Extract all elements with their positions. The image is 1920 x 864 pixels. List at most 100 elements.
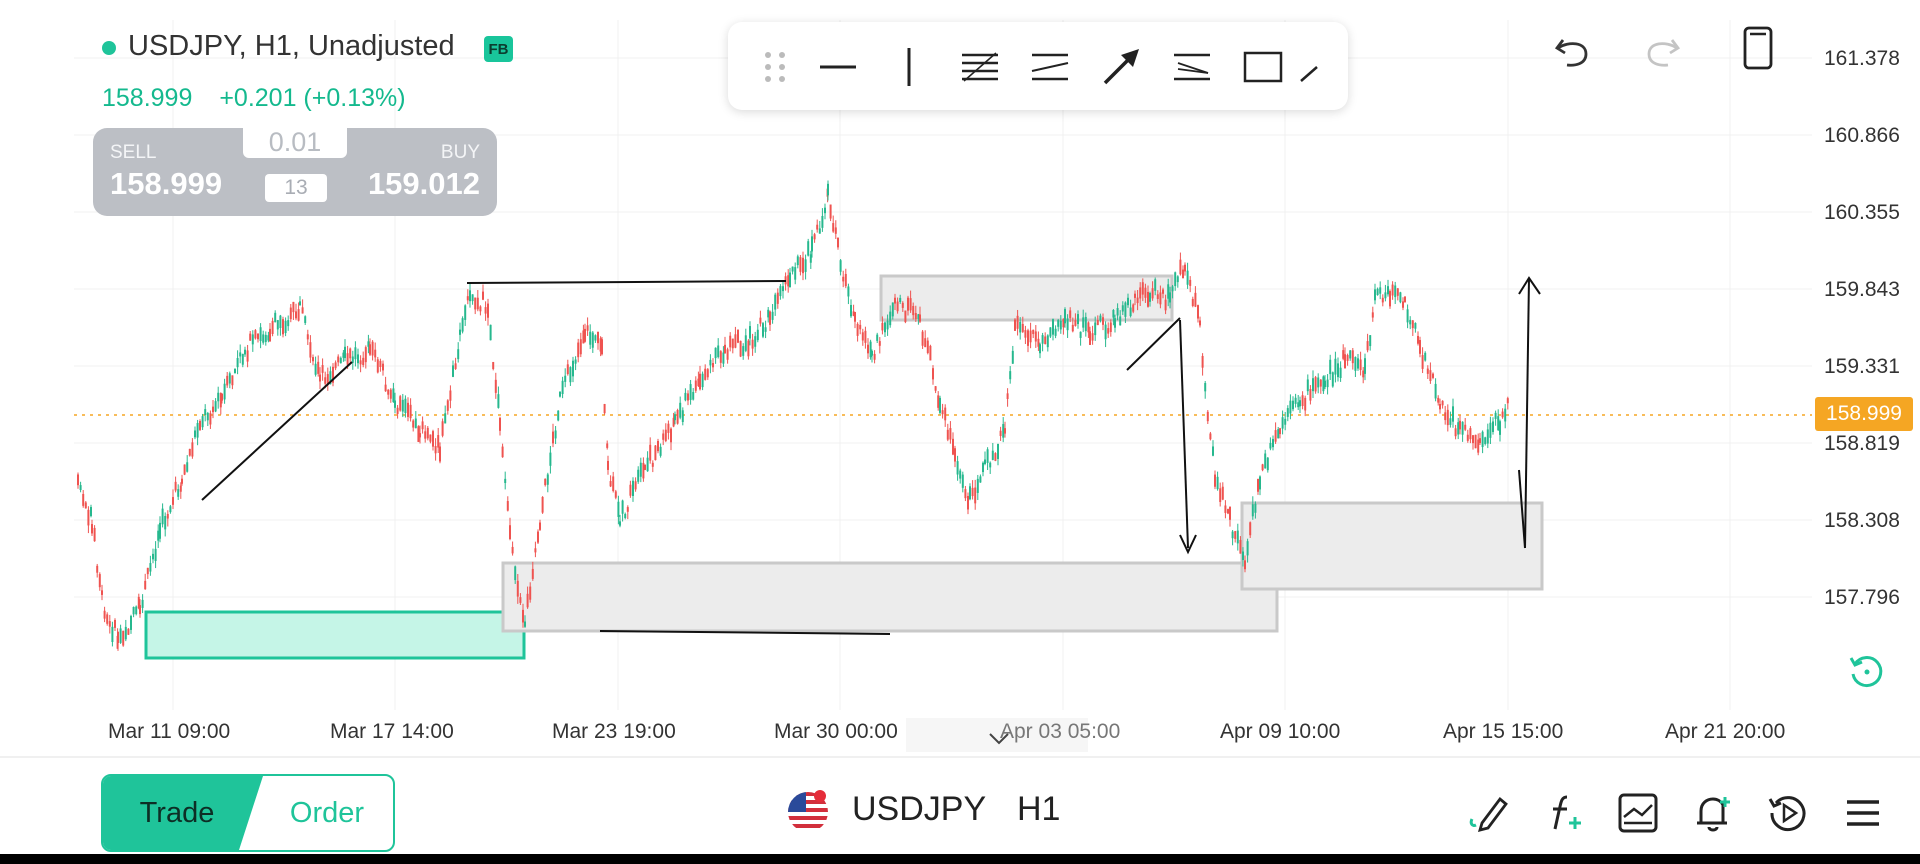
us-flag-icon xyxy=(788,792,828,832)
candle-body xyxy=(219,393,222,408)
candle-body xyxy=(1176,276,1179,283)
candle-body xyxy=(1504,408,1507,422)
candle-body xyxy=(157,530,160,541)
candle-body xyxy=(1029,330,1032,343)
candle-body xyxy=(714,347,717,359)
buy-price-button[interactable]: 159.012 xyxy=(367,166,480,201)
trade-order-toggle[interactable]: Trade Order xyxy=(101,774,395,852)
candle-body xyxy=(734,334,737,348)
candle-body xyxy=(1174,272,1177,287)
candle-body xyxy=(1261,464,1264,471)
candle-body xyxy=(1424,352,1427,361)
candle-body xyxy=(537,531,539,543)
candle-body xyxy=(601,339,603,355)
candle-body xyxy=(449,390,452,401)
demand-zone-green[interactable] xyxy=(144,610,526,660)
candle-body xyxy=(924,338,927,348)
undo-icon[interactable] xyxy=(1545,22,1601,78)
candle-body xyxy=(181,478,183,484)
zone-gray-right[interactable] xyxy=(1240,501,1544,591)
candle-body xyxy=(1054,328,1057,336)
one-click-trade-widget[interactable]: SELL 158.999 BUY 159.012 0.01 13 xyxy=(93,126,497,216)
trend-line-icon[interactable] xyxy=(1290,40,1330,94)
candle-body xyxy=(511,546,514,554)
template-icon[interactable] xyxy=(1610,785,1666,841)
candle-body xyxy=(1064,309,1066,324)
candle-body xyxy=(1299,400,1301,407)
trend-line-2 xyxy=(1126,317,1181,371)
phone-icon[interactable] xyxy=(1730,20,1786,76)
redo-icon[interactable] xyxy=(1634,22,1690,78)
candle-body xyxy=(152,553,154,560)
candle-body xyxy=(699,373,701,390)
candle-body xyxy=(487,303,489,318)
candle-body xyxy=(984,459,986,464)
candle-body xyxy=(1344,354,1346,369)
candle-body xyxy=(389,389,392,399)
candle-body xyxy=(1024,330,1027,338)
candle-body xyxy=(564,375,567,382)
alert-bell-icon[interactable] xyxy=(1685,785,1741,841)
candle-body xyxy=(1309,388,1312,401)
candle-body xyxy=(401,399,404,412)
candle-body xyxy=(549,452,552,466)
parallel-channel-icon[interactable] xyxy=(1023,40,1077,94)
candle-body xyxy=(859,324,862,330)
candle-body xyxy=(1342,350,1345,359)
bottom-symbol[interactable]: USDJPY xyxy=(852,790,987,828)
candle-body xyxy=(466,296,469,301)
candle-body xyxy=(692,391,695,400)
collapse-chevron-icon[interactable] xyxy=(989,733,1009,745)
arrow-icon[interactable] xyxy=(1094,40,1148,94)
candle-body xyxy=(135,606,138,615)
candle-body xyxy=(861,332,864,341)
fib-retracement-icon[interactable] xyxy=(953,40,1007,94)
candle-body xyxy=(599,338,602,352)
candle-body xyxy=(257,333,259,340)
order-tab[interactable]: Order xyxy=(289,796,365,829)
candle-body xyxy=(1384,292,1387,299)
candle-body xyxy=(214,401,217,412)
bottom-timeframe[interactable]: H1 xyxy=(1017,790,1061,828)
candle-body xyxy=(606,443,609,448)
drag-handle-icon[interactable] xyxy=(748,40,802,94)
candle-body xyxy=(419,433,421,438)
zone-gray-top[interactable] xyxy=(879,274,1174,322)
rectangle-icon[interactable] xyxy=(1236,40,1290,94)
zone-gray-large[interactable] xyxy=(501,561,1279,633)
candle-body xyxy=(706,369,709,378)
candle-body xyxy=(574,359,577,364)
candle-body xyxy=(1379,287,1382,294)
candle-body xyxy=(326,374,329,385)
candle-body xyxy=(999,430,1002,437)
header-price: 158.999 xyxy=(102,84,193,112)
candle-body xyxy=(1417,335,1419,344)
indicator-fx-icon[interactable] xyxy=(1535,785,1591,841)
drawn-lines[interactable] xyxy=(201,276,1541,635)
menu-icon[interactable] xyxy=(1835,785,1891,841)
candle-body xyxy=(1011,350,1014,364)
fib-fan-icon[interactable] xyxy=(1165,40,1219,94)
candle-body xyxy=(407,402,409,417)
candle-body xyxy=(1087,322,1090,333)
candle-body xyxy=(944,407,947,421)
vertical-line-icon[interactable] xyxy=(882,40,936,94)
price-chart[interactable] xyxy=(0,0,1920,760)
candle-body xyxy=(241,353,244,365)
candle-body xyxy=(231,375,234,386)
drawing-pencil-icon[interactable] xyxy=(1462,785,1518,841)
candle-body xyxy=(724,344,726,354)
candle-body xyxy=(201,416,204,428)
lot-size-input[interactable]: 0.01 xyxy=(243,126,347,158)
reset-view-icon[interactable] xyxy=(1841,646,1893,698)
symbol-title[interactable]: USDJPY, H1, Unadjusted xyxy=(128,30,455,62)
system-bar xyxy=(0,854,1920,864)
replay-icon[interactable] xyxy=(1760,785,1816,841)
candle-body xyxy=(584,328,586,342)
horizontal-line-icon[interactable] xyxy=(811,40,865,94)
sell-price-button[interactable]: 158.999 xyxy=(110,166,223,201)
candle-body xyxy=(791,266,794,272)
candle-body xyxy=(1089,331,1091,345)
candle-body xyxy=(664,429,667,442)
trade-tab[interactable]: Trade xyxy=(139,796,215,829)
